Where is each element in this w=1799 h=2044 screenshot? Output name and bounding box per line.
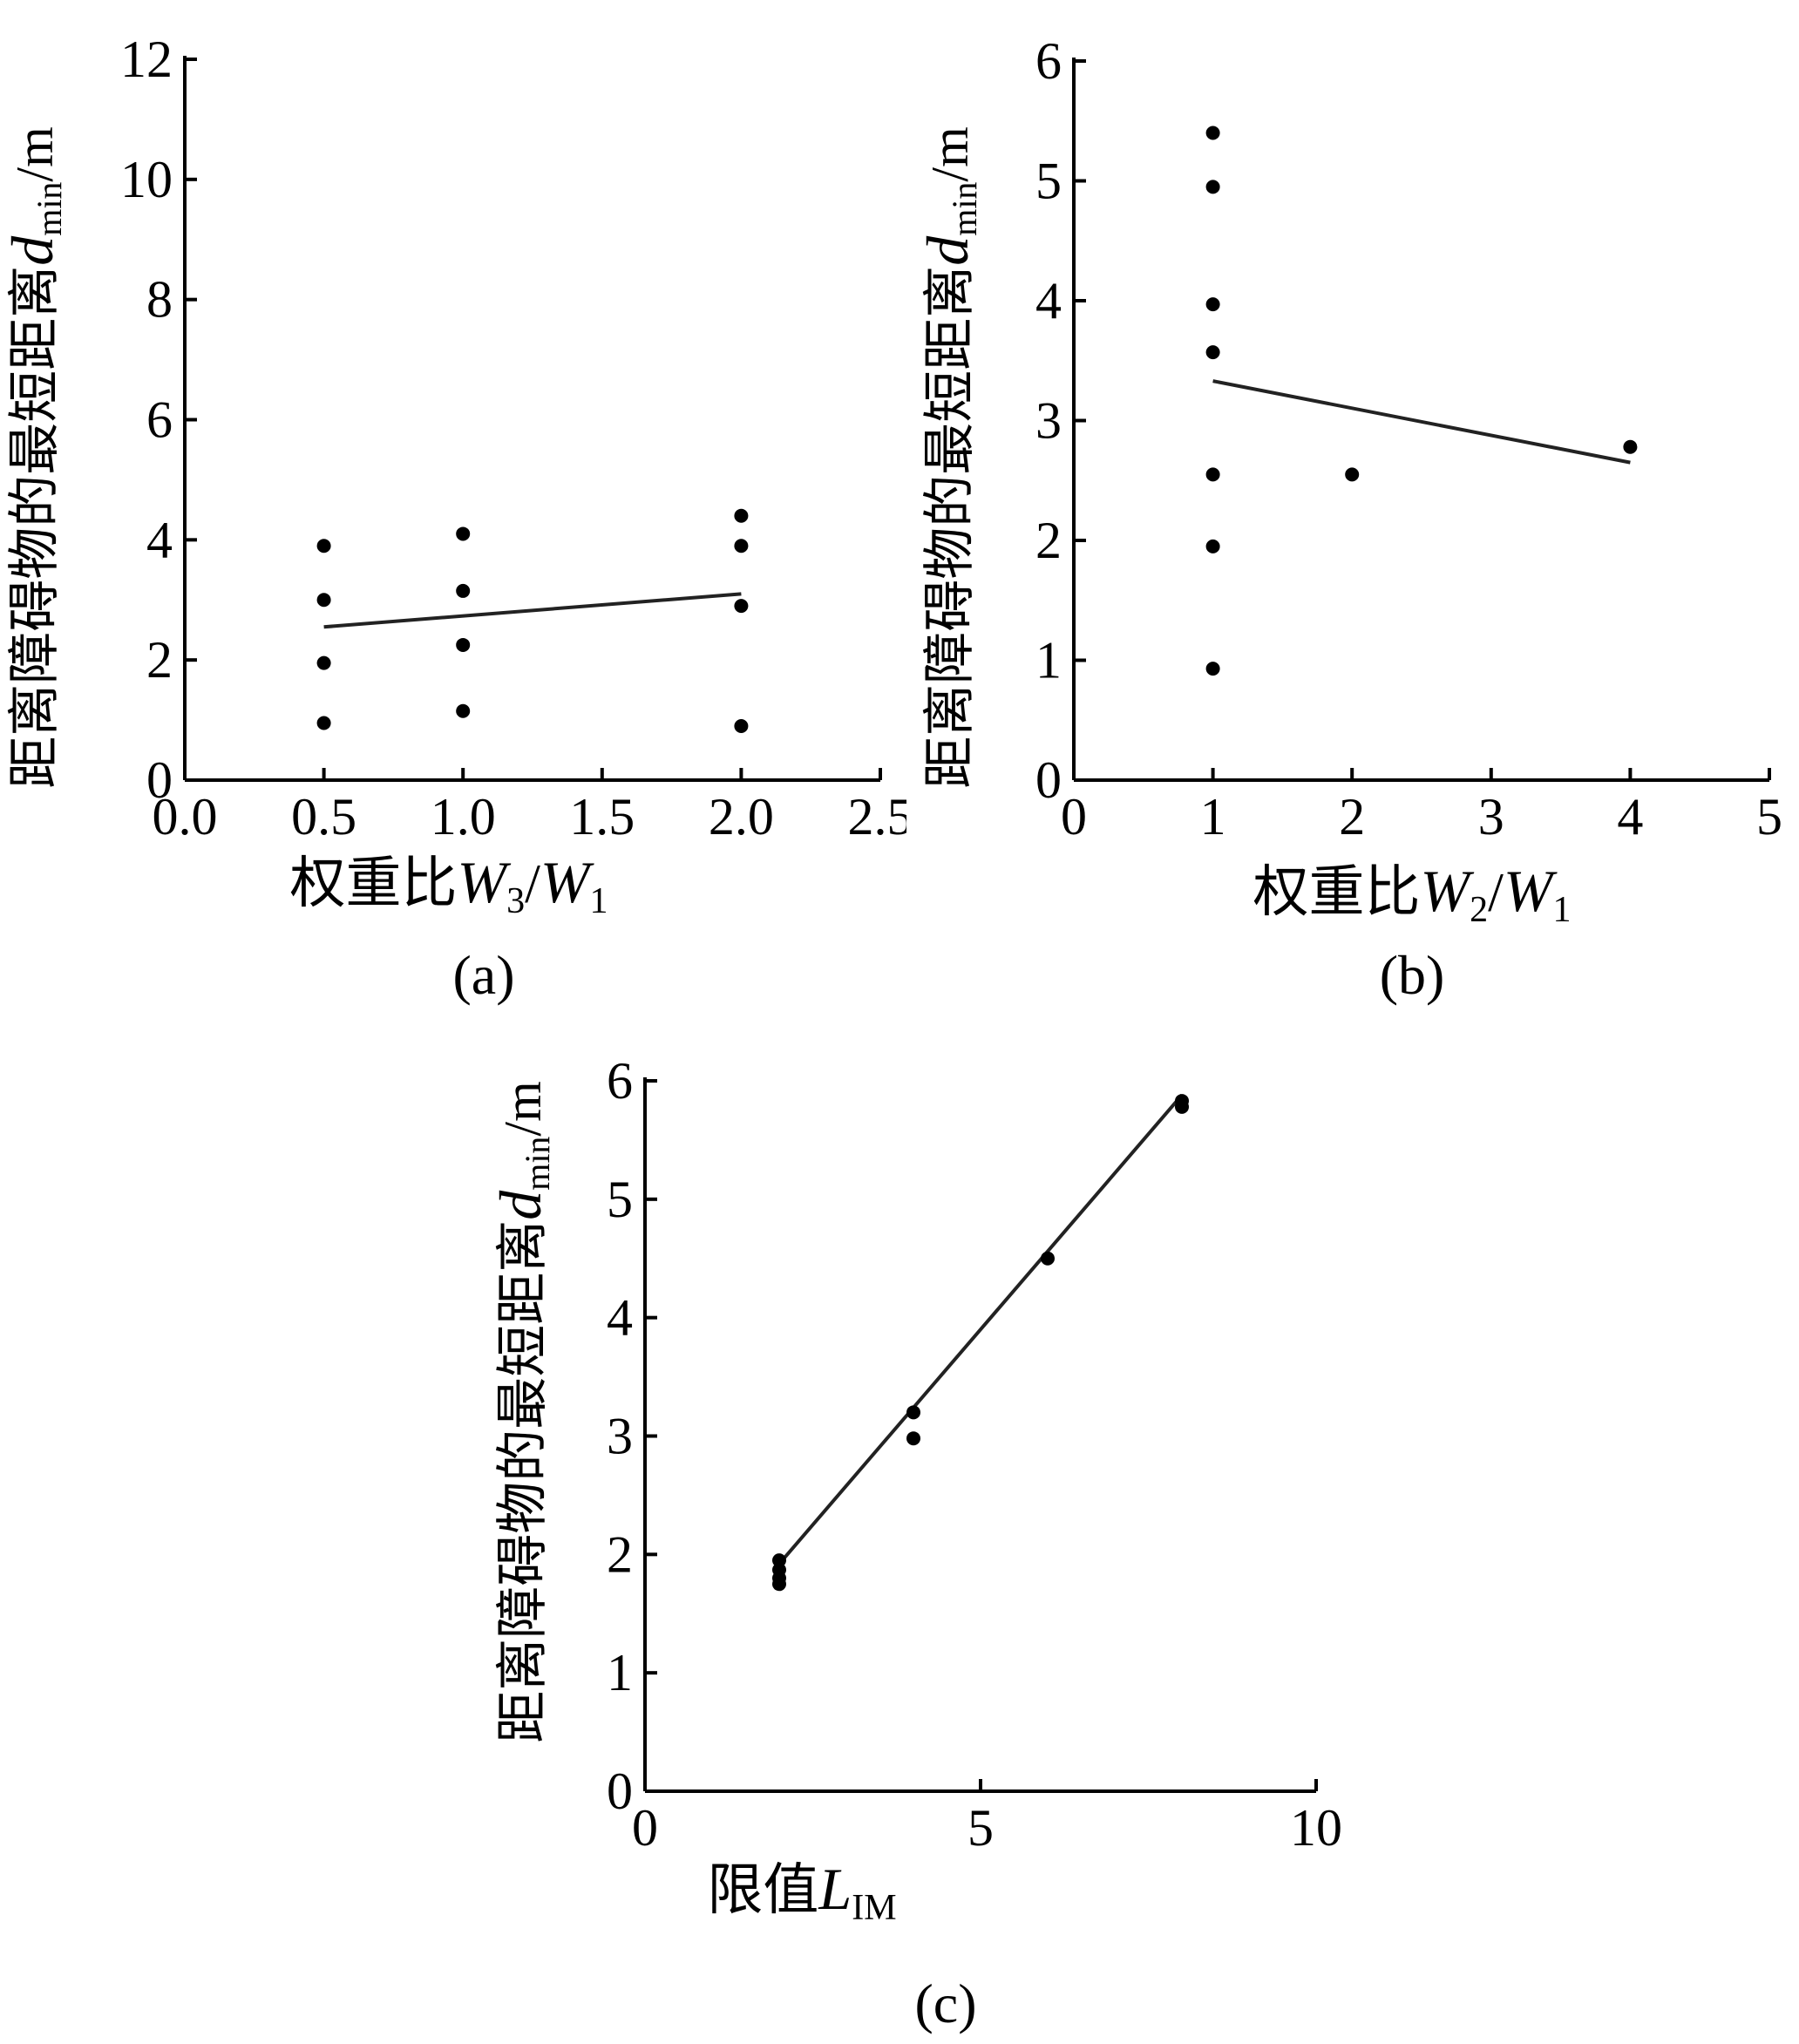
y-tick-label: 12 (120, 31, 173, 88)
chart-b-xlabel: 权重比W2/W1 (1253, 858, 1571, 930)
chart-a-xlabel: 权重比W3/W1 (289, 849, 608, 921)
ylabel-main: 距离障碍物的最短距离 (921, 266, 979, 789)
x-tick-label: 0 (632, 1799, 658, 1857)
x-tick-label: 2 (1339, 788, 1365, 845)
y-tick-label: 4 (607, 1289, 633, 1347)
x-tick-label: 0 (1061, 788, 1087, 845)
ylabel-sub: min (30, 182, 69, 236)
chart-a-ylabel: 距离障碍物的最短距离dmin/m (0, 126, 69, 789)
y-tick-label: 3 (1035, 392, 1062, 450)
chart-c-caption: (c) (914, 1973, 976, 2034)
x-tick-label: 1.5 (569, 788, 635, 845)
chart-panel-a: 距离障碍物的最短距离dmin/m 0 2 4 6 8 10 12 0.0 0.5 1.0 1.5 2.… (0, 0, 913, 1020)
data-point (456, 637, 471, 652)
ylabel-sub: min (518, 1137, 557, 1191)
chart-c-svg: 距离障碍物的最短距离dmin/m 0 1 2 3 4 5 6 0 5 10 限值LIM (c) (487, 1052, 1342, 2034)
chart-b-caption: (b) (1380, 944, 1445, 1006)
ylabel-var: d (0, 235, 65, 266)
data-point (456, 703, 471, 718)
chart-c-xlabel: 限值LIM (707, 1856, 896, 1928)
data-point (906, 1405, 920, 1420)
ylabel-unit: /m (6, 126, 64, 181)
data-point (316, 716, 331, 730)
ylabel-main: 距离障碍物的最短距离 (494, 1220, 552, 1743)
fit-line (323, 592, 742, 629)
svg-text:距离障碍物的最短距离dmin/m: 距离障碍物的最短距离dmin/m (0, 126, 69, 789)
ylabel-sub: min (945, 182, 984, 236)
data-point (316, 593, 331, 608)
data-point (456, 583, 471, 598)
ylabel-unit: /m (921, 126, 979, 181)
chart-a-svg: 距离障碍物的最短距离dmin/m 0 2 4 6 8 10 12 0.0 0.5 1.0 1.5 2.… (0, 31, 913, 1006)
chart-a-plot: 0 2 4 6 8 10 12 0.0 0.5 1.0 1.5 2.0 2.5 (120, 31, 913, 845)
x-tick-label: 3 (1478, 788, 1504, 845)
data-point (1205, 180, 1220, 194)
ylabel-unit: /m (494, 1081, 552, 1136)
chart-c-ylabel: 距离障碍物的最短距离dmin/m (487, 1081, 557, 1743)
data-point (1041, 1251, 1055, 1266)
y-tick-label: 2 (146, 631, 173, 689)
y-tick-label: 0 (607, 1762, 633, 1820)
data-point (1205, 662, 1220, 676)
y-tick-label: 6 (607, 1052, 633, 1110)
x-tick-label: 1 (1200, 788, 1226, 845)
data-point (734, 508, 749, 523)
y-tick-label: 3 (607, 1408, 633, 1465)
data-point (1623, 439, 1638, 454)
y-tick-label: 6 (146, 391, 173, 449)
svg-text:距离障碍物的最短距离dmin/m: 距离障碍物的最短距离dmin/m (487, 1081, 557, 1743)
y-tick-label: 0 (146, 751, 173, 809)
y-tick-label: 6 (1035, 32, 1062, 90)
x-tick-label: 5 (1756, 788, 1782, 845)
svg-text:距离障碍物的最短距离dmin/m: 距离障碍物的最短距离dmin/m (915, 126, 984, 789)
x-tick-label: 10 (1290, 1799, 1342, 1857)
chart-panel-c: 距离障碍物的最短距离dmin/m 0 1 2 3 4 5 6 0 5 10 限值LIM (c) (462, 1011, 1377, 2040)
data-point (456, 526, 471, 541)
x-tick-label: 4 (1617, 788, 1643, 845)
data-point (1175, 1099, 1189, 1114)
data-point (1205, 467, 1220, 482)
x-tick-label: 1.0 (431, 788, 496, 845)
data-point (1205, 126, 1220, 140)
data-point (1205, 345, 1220, 360)
x-tick-label: 2.0 (709, 788, 774, 845)
data-point (1205, 297, 1220, 312)
x-tick-label: 0.0 (153, 788, 218, 845)
data-point (772, 1577, 786, 1592)
data-point (316, 539, 331, 553)
data-point (1205, 539, 1220, 553)
y-tick-label: 10 (120, 151, 173, 208)
y-tick-label: 1 (1035, 632, 1062, 689)
data-point (734, 718, 749, 733)
y-tick-label: 1 (607, 1644, 633, 1701)
chart-b-ylabel: 距离障碍物的最短距离dmin/m (914, 126, 984, 789)
fit-line (1212, 379, 1631, 465)
y-tick-label: 2 (1035, 512, 1062, 569)
y-tick-label: 4 (146, 511, 173, 568)
y-tick-label: 4 (1035, 272, 1062, 329)
data-point (734, 599, 749, 614)
x-tick-label: 2.5 (848, 788, 907, 845)
y-tick-label: 0 (1035, 751, 1062, 809)
chart-c-plot: 0 1 2 3 4 5 6 0 5 10 (607, 1052, 1342, 1857)
ylabel-var: d (487, 1190, 553, 1220)
y-tick-label: 8 (146, 271, 173, 329)
x-tick-label: 0.5 (291, 788, 356, 845)
y-tick-label: 5 (607, 1171, 633, 1228)
fit-line (777, 1093, 1184, 1565)
ylabel-var: d (915, 235, 981, 266)
chart-b-plot: 0 1 2 3 4 5 6 0 1 2 3 4 5 (1035, 32, 1782, 845)
data-point (1345, 467, 1360, 482)
x-tick-label: 5 (967, 1799, 994, 1857)
y-tick-label: 5 (1035, 153, 1062, 210)
data-point (316, 655, 331, 670)
data-point (906, 1431, 920, 1446)
y-tick-label: 2 (607, 1525, 633, 1583)
data-point (734, 539, 749, 553)
ylabel-main: 距离障碍物的最短距离 (6, 266, 64, 789)
chart-a-caption: (a) (452, 944, 514, 1006)
